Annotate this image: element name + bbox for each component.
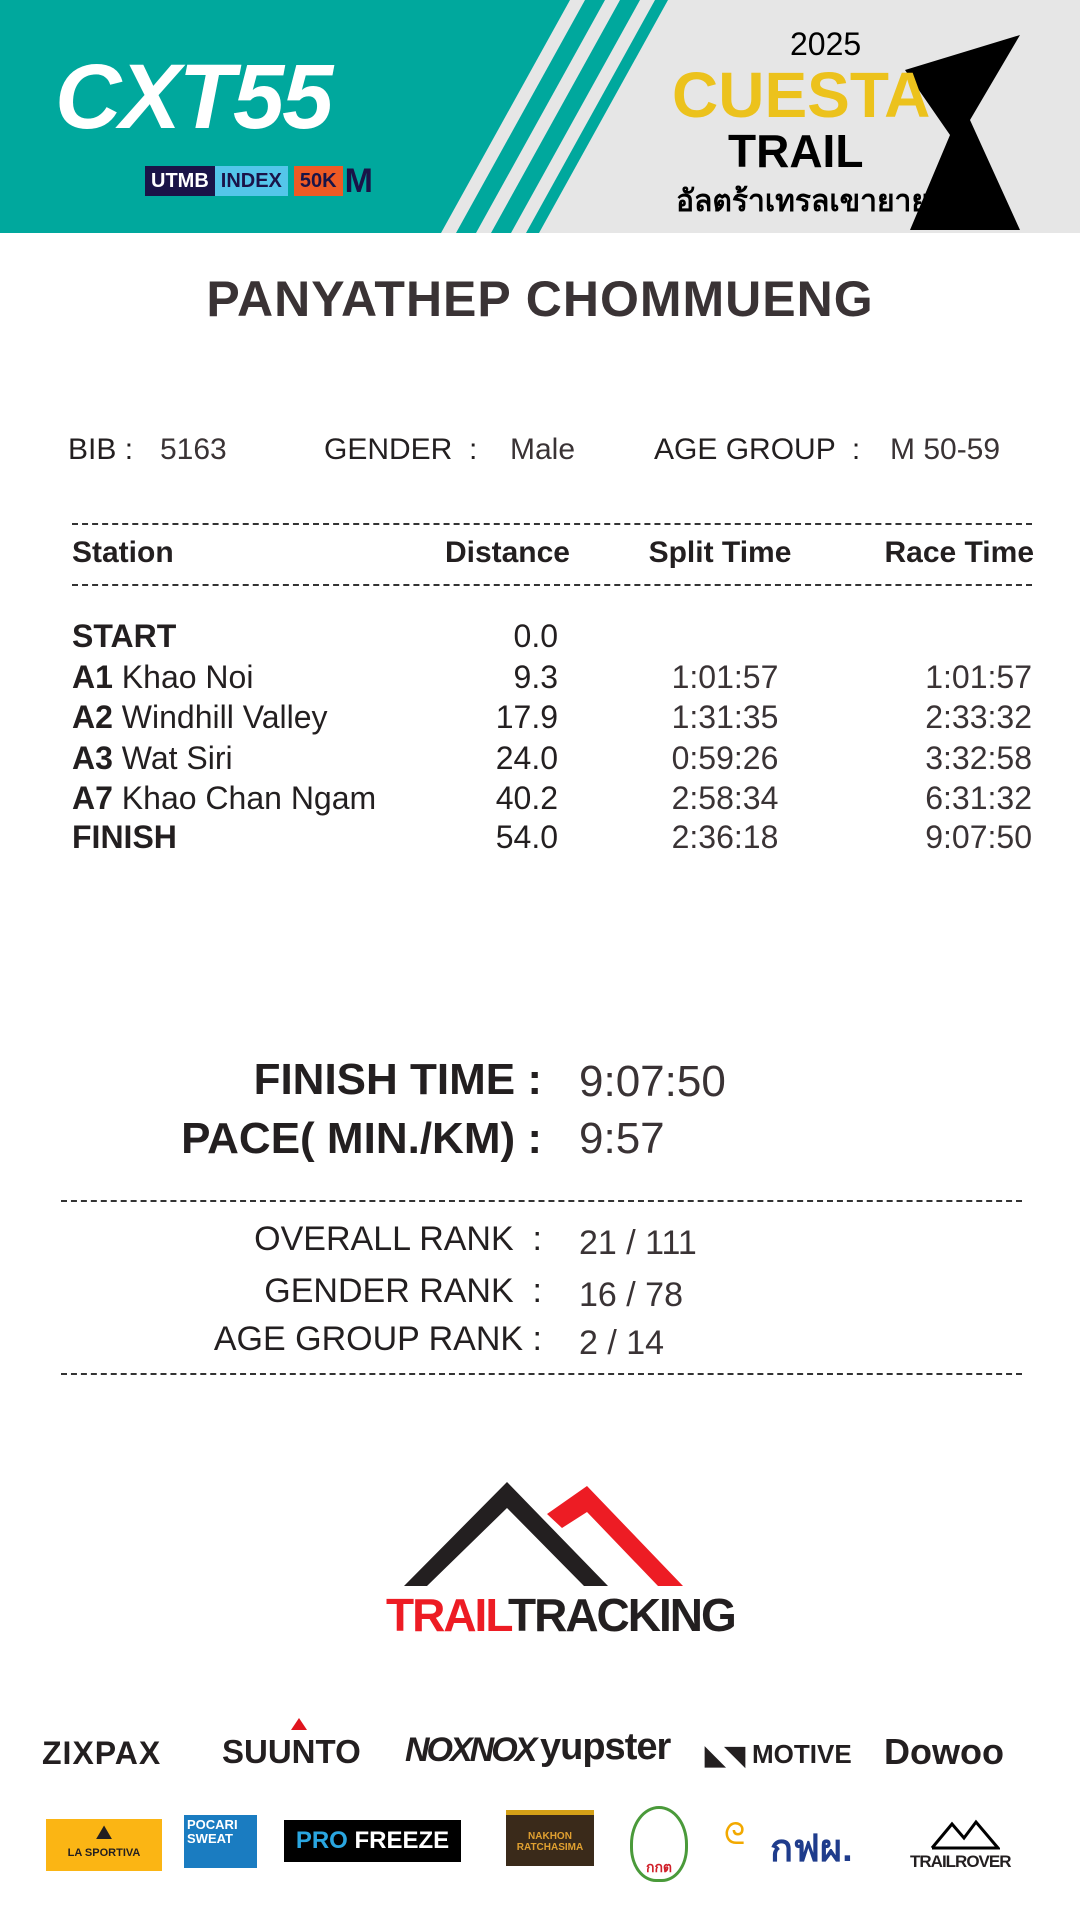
bib-value: 5163 — [160, 433, 227, 466]
divider — [72, 584, 1032, 586]
runner-name: PANYATHEP CHOMMUENG — [206, 271, 874, 327]
logo-tracking: TRACKING — [508, 1589, 737, 1641]
motive-icon: ◣◥ — [705, 1740, 745, 1770]
sponsor-zixpax: ZIXPAX — [42, 1735, 162, 1771]
station-name: A1 Khao Noi — [72, 657, 253, 697]
col-station: Station — [72, 536, 174, 569]
bib-label: BIB : — [68, 433, 134, 466]
utmb-index-badge: UTMB INDEX 50K M — [145, 162, 373, 200]
distance-cell: 9.3 — [513, 659, 558, 695]
finish-time-value: 9:07:50 — [579, 1057, 726, 1106]
distance-cell: 54.0 — [495, 819, 558, 855]
station-name: A2 Windhill Valley — [72, 697, 328, 737]
divider — [61, 1373, 1022, 1375]
distance-cell: 40.2 — [495, 780, 558, 816]
sponsor-trailrover: TRAILROVER — [910, 1852, 1011, 1871]
sponsor-suunto: SUUNTO — [222, 1733, 361, 1770]
finish-time-label: FINISH TIME : — [253, 1055, 542, 1104]
event-banner: CXT55 UTMB INDEX 50K M 2025 CUESTA TRAIL… — [0, 0, 1080, 233]
station-code: START — [72, 618, 177, 654]
race-time-cell: 6:31:32 — [925, 780, 1032, 816]
distance-badge: 50K — [293, 166, 343, 196]
col-race-time: Race Time — [884, 536, 1034, 569]
race-time-cell: 9:07:50 — [925, 819, 1032, 855]
la-sportiva-mountain-icon: ⛰ — [95, 1822, 113, 1844]
gender-value: Male — [510, 433, 576, 466]
table-row: FINISH 54.0 2:36:18 9:07:50 — [0, 817, 1080, 857]
station-code: A2 — [72, 699, 113, 735]
distance-cell: 17.9 — [495, 699, 558, 735]
sponsor-dowoo: Dowoo — [884, 1731, 1004, 1772]
rank-value: 21 / 111 — [579, 1224, 697, 1262]
split-time-cell: 1:01:57 — [671, 659, 779, 695]
station-label: Wat Siri — [121, 740, 233, 776]
divider — [72, 523, 1032, 525]
rank-label: OVERALL RANK : — [254, 1220, 542, 1258]
sponsor-egat: กฟผ. — [770, 1828, 853, 1870]
sponsor-motive: MOTIVE — [752, 1739, 852, 1769]
m-badge: M — [344, 162, 373, 200]
distance-cell: 24.0 — [495, 740, 558, 776]
station-name: FINISH — [72, 817, 177, 857]
col-split-time: Split Time — [648, 536, 792, 569]
station-name: A7 Khao Chan Ngam — [72, 778, 376, 818]
table-row: A7 Khao Chan Ngam 40.2 2:58:34 6:31:32 — [0, 778, 1080, 818]
split-time-cell: 2:36:18 — [671, 819, 779, 855]
table-row: START 0.0 — [0, 616, 1080, 656]
gender-label: GENDER : — [324, 433, 478, 466]
table-row: A2 Windhill Valley 17.9 1:31:35 2:33:32 — [0, 697, 1080, 737]
cxt55-logo: CXT55 — [55, 46, 333, 148]
sponsor-noxnox: NOXNOX — [405, 1731, 537, 1769]
rank-label: AGE GROUP RANK : — [213, 1320, 542, 1358]
event-year: 2025 — [790, 26, 862, 62]
thailand-map-icon: ᘓ — [724, 1818, 746, 1851]
event-name-trail: TRAIL — [728, 125, 864, 177]
station-code: A1 — [72, 659, 113, 695]
event-name-cuesta: CUESTA — [672, 59, 931, 131]
station-label: Windhill Valley — [121, 699, 328, 735]
station-label: Khao Chan Ngam — [121, 780, 377, 816]
trailtracking-logo: TRAILTRACKING — [386, 1588, 737, 1642]
trailtracking-mountain-icon — [404, 1482, 683, 1586]
race-time-cell: 2:33:32 — [925, 699, 1032, 735]
distance-cell: 0.0 — [513, 618, 558, 654]
split-time-cell: 1:31:35 — [671, 699, 779, 735]
age-group-value: M 50-59 — [890, 433, 1001, 466]
trailrover-mountain-icon — [930, 1819, 1000, 1850]
rank-value: 2 / 14 — [579, 1324, 665, 1362]
sponsor-yupster: yupster — [540, 1726, 671, 1768]
rank-label: GENDER RANK : — [264, 1272, 542, 1310]
race-time-cell: 3:32:58 — [925, 740, 1032, 776]
table-header: Station Distance Split Time Race Time — [0, 533, 1080, 573]
logo-trail: TRAIL — [386, 1589, 510, 1641]
utmb-badge: UTMB — [145, 166, 215, 196]
station-code: FINISH — [72, 819, 177, 855]
age-group-label: AGE GROUP : — [654, 433, 861, 466]
table-row: A1 Khao Noi 9.3 1:01:57 1:01:57 — [0, 657, 1080, 697]
station-name: A3 Wat Siri — [72, 738, 233, 778]
divider — [61, 1200, 1022, 1202]
station-code: A7 — [72, 780, 113, 816]
station-code: A3 — [72, 740, 113, 776]
rank-value: 16 / 78 — [579, 1276, 683, 1314]
col-distance: Distance — [444, 536, 570, 569]
split-time-cell: 2:58:34 — [671, 780, 779, 816]
sponsor-la-sportiva: ⛰ LA SPORTIVA — [46, 1819, 162, 1871]
pace-value: 9:57 — [579, 1114, 665, 1163]
sponsor-sports-authority: กกต — [630, 1806, 688, 1882]
sponsor-pro-freeze: PRO FREEZE — [284, 1820, 461, 1862]
split-time-cell: 0:59:26 — [671, 740, 779, 776]
station-name: START — [72, 616, 176, 656]
pace-label: PACE( MIN./KM) : — [181, 1114, 542, 1163]
race-time-cell: 1:01:57 — [925, 659, 1032, 695]
index-badge: INDEX — [214, 166, 288, 196]
banner-background — [0, 0, 1020, 233]
event-name-thai: อัลตร้าเทรลเขายายเที่ยง — [676, 185, 992, 218]
station-label: Khao Noi — [121, 659, 254, 695]
suunto-triangle-icon — [291, 1718, 307, 1730]
sponsor-nakhon-ratchasima: NAKHON RATCHASIMA — [506, 1810, 594, 1866]
table-row: A3 Wat Siri 24.0 0:59:26 3:32:58 — [0, 738, 1080, 778]
sponsor-pocari-sweat: POCARI SWEAT — [184, 1815, 257, 1868]
